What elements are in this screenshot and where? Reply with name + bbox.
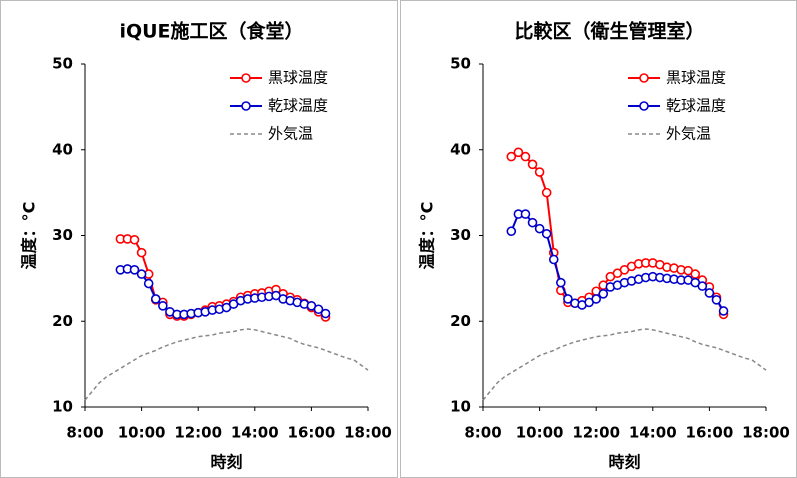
x-tick-label: 14:00 bbox=[231, 424, 279, 442]
data-point bbox=[704, 288, 715, 298]
data-point bbox=[136, 269, 147, 279]
data-point bbox=[697, 281, 708, 291]
x-tick-label: 14:00 bbox=[629, 424, 677, 442]
legend-marker bbox=[639, 73, 649, 83]
y-tick-label: 50 bbox=[52, 55, 73, 73]
y-tick-label: 40 bbox=[52, 140, 73, 158]
x-axis-label: 時刻 bbox=[210, 453, 242, 472]
legend-marker bbox=[639, 101, 649, 111]
data-point bbox=[527, 159, 538, 170]
legend-label: 黒球温度 bbox=[268, 69, 328, 87]
x-tick-label: 12:00 bbox=[174, 424, 222, 442]
data-point bbox=[320, 308, 331, 319]
data-point bbox=[520, 151, 531, 162]
x-tick-label: 10:00 bbox=[516, 424, 564, 442]
data-point bbox=[513, 147, 524, 158]
y-tick-label: 30 bbox=[450, 226, 471, 244]
data-point bbox=[598, 289, 609, 299]
chart-title: 比較区（衛生管理室） bbox=[514, 20, 704, 43]
series-line bbox=[84, 328, 369, 401]
x-tick-label: 16:00 bbox=[288, 424, 336, 442]
legend-label: 黒球温度 bbox=[666, 69, 726, 87]
data-point bbox=[313, 304, 324, 315]
data-point bbox=[534, 167, 545, 177]
y-axis-label: 温度：°C bbox=[20, 202, 39, 271]
y-tick-label: 10 bbox=[450, 398, 471, 416]
data-point bbox=[690, 269, 701, 279]
legend-label: 乾球温度 bbox=[268, 97, 328, 115]
data-point bbox=[129, 264, 140, 275]
data-point bbox=[158, 301, 168, 311]
data-point bbox=[563, 294, 573, 304]
series-line bbox=[482, 328, 767, 401]
data-point bbox=[136, 247, 147, 258]
data-point bbox=[520, 209, 531, 219]
data-point bbox=[534, 223, 545, 234]
x-tick-label: 8:00 bbox=[66, 424, 103, 442]
x-tick-label: 18:00 bbox=[344, 424, 392, 442]
data-point bbox=[150, 294, 161, 304]
data-point bbox=[506, 226, 517, 237]
y-tick-label: 20 bbox=[52, 312, 73, 330]
data-point bbox=[711, 295, 722, 305]
data-point bbox=[591, 294, 602, 304]
data-point bbox=[541, 228, 552, 239]
legend-marker bbox=[241, 101, 251, 111]
data-point bbox=[556, 277, 566, 288]
x-tick-label: 16:00 bbox=[686, 424, 734, 442]
x-tick-label: 18:00 bbox=[742, 424, 790, 442]
legend-label: 外気温 bbox=[268, 125, 313, 143]
y-tick-label: 50 bbox=[450, 55, 471, 73]
y-tick-label: 40 bbox=[450, 140, 471, 158]
data-point bbox=[527, 217, 538, 228]
y-axis-label: 温度：°C bbox=[418, 202, 437, 271]
y-tick-label: 10 bbox=[52, 398, 73, 416]
legend-marker bbox=[241, 73, 251, 83]
data-point bbox=[718, 306, 729, 316]
data-point bbox=[506, 151, 517, 162]
legend-label: 乾球温度 bbox=[666, 97, 726, 115]
x-tick-label: 8:00 bbox=[464, 424, 501, 442]
y-tick-label: 20 bbox=[450, 312, 471, 330]
y-tick-label: 30 bbox=[52, 226, 73, 244]
x-axis-label: 時刻 bbox=[608, 453, 640, 472]
data-point bbox=[129, 234, 140, 245]
x-tick-label: 10:00 bbox=[118, 424, 166, 442]
data-point bbox=[541, 187, 552, 198]
data-point bbox=[548, 254, 559, 265]
data-point bbox=[143, 278, 154, 289]
x-tick-label: 12:00 bbox=[572, 424, 620, 442]
chart-title: iQUE施工区（食堂） bbox=[119, 20, 303, 43]
legend-label: 外気温 bbox=[666, 125, 711, 143]
